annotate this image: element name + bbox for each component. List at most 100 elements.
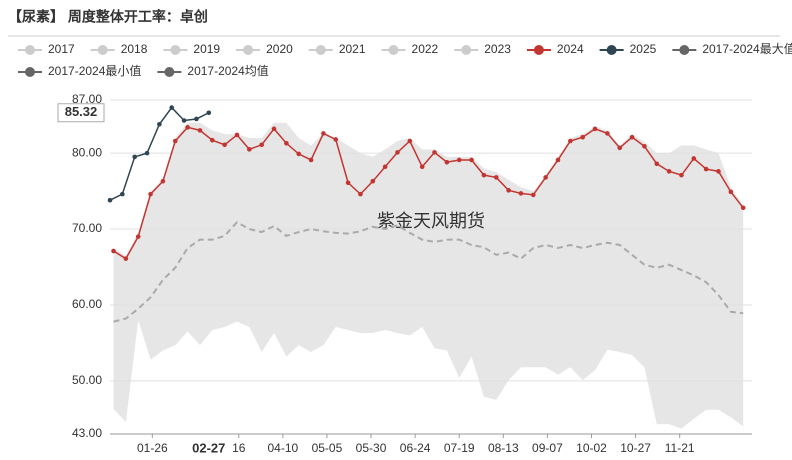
- data-point: [111, 248, 116, 254]
- x-tick-label: 09-07: [532, 441, 563, 455]
- data-point: [185, 125, 190, 130]
- data-point: [740, 205, 746, 211]
- legend-icon[interactable]: [461, 45, 472, 55]
- data-point: [197, 128, 203, 133]
- legend-label[interactable]: 2023: [484, 42, 511, 56]
- legend-label[interactable]: 2022: [412, 42, 439, 56]
- data-point: [157, 121, 162, 127]
- legend-icon[interactable]: [97, 45, 108, 55]
- axis-pointer-y-label: 85.32: [65, 104, 98, 119]
- data-point: [666, 169, 672, 174]
- axis-pointer-x-box: [188, 440, 229, 458]
- x-tick-label: 05-30: [356, 441, 387, 455]
- x-tick-label: 10-27: [620, 441, 651, 455]
- legend-icon[interactable]: [170, 45, 181, 55]
- data-point: [259, 142, 264, 148]
- legend-label[interactable]: 2017-2024均值: [187, 63, 268, 78]
- data-point: [493, 175, 499, 180]
- data-point: [181, 118, 187, 123]
- data-point: [358, 191, 363, 197]
- data-point: [308, 157, 314, 163]
- legend-label[interactable]: 2019: [193, 42, 220, 56]
- legend-icon[interactable]: [606, 45, 617, 55]
- data-point: [382, 164, 388, 170]
- data-point: [592, 126, 598, 132]
- range-area: [113, 320, 744, 434]
- legend-icon[interactable]: [533, 45, 544, 55]
- y-tick-label: 50.00: [72, 373, 102, 387]
- data-point: [568, 138, 573, 144]
- data-point: [629, 134, 635, 140]
- legend-label[interactable]: 2018: [121, 42, 148, 56]
- data-point: [271, 126, 277, 132]
- data-point: [654, 161, 660, 167]
- legend-label[interactable]: 2024: [557, 42, 584, 56]
- legend-label[interactable]: 2021: [339, 42, 366, 56]
- y-tick-label: 60.00: [72, 297, 102, 311]
- data-point: [120, 191, 125, 197]
- data-point: [206, 110, 212, 116]
- data-point: [617, 145, 623, 151]
- data-point: [555, 157, 561, 163]
- data-point: [716, 169, 721, 174]
- legend-label[interactable]: 2017: [48, 42, 75, 56]
- x-tick-label: 07-19: [444, 441, 475, 455]
- data-point: [703, 166, 709, 172]
- legend-label[interactable]: 2017-2024最小值: [48, 63, 141, 78]
- data-point: [148, 191, 153, 197]
- data-point: [284, 140, 289, 146]
- data-point: [444, 159, 450, 165]
- data-point: [194, 116, 199, 122]
- legend-icon[interactable]: [164, 67, 175, 77]
- data-point: [506, 188, 511, 193]
- data-point: [123, 256, 129, 261]
- x-tick-label: 11-21: [665, 441, 695, 455]
- data-point: [333, 137, 339, 142]
- x-tick-label: 06-24: [400, 441, 431, 455]
- chart-title: 【尿素】 周度整体开工率：卓创: [8, 9, 208, 25]
- legend-icon[interactable]: [315, 45, 326, 55]
- data-point: [160, 178, 166, 184]
- x-tick-label: 01-26: [137, 441, 168, 455]
- axis-pointer-box: [57, 103, 105, 123]
- data-point: [456, 157, 462, 163]
- data-point: [605, 131, 610, 136]
- legend-label[interactable]: 2017-2024最大值: [702, 41, 792, 56]
- x-tick-label: 04-10: [267, 441, 298, 455]
- legend-icon[interactable]: [388, 45, 399, 55]
- y-tick-label: 80.00: [72, 145, 102, 159]
- legend-icon[interactable]: [25, 45, 35, 55]
- data-point: [580, 134, 585, 140]
- data-point: [432, 150, 437, 155]
- data-point: [209, 137, 215, 143]
- data-point: [169, 105, 175, 110]
- legend-icon[interactable]: [243, 45, 254, 55]
- series-line: [113, 126, 744, 260]
- data-point: [395, 150, 400, 155]
- legend-icon[interactable]: [679, 45, 690, 55]
- data-point: [728, 189, 734, 195]
- watermark: 紫金天风期货: [377, 211, 485, 231]
- data-point: [172, 138, 178, 144]
- data-point: [345, 180, 351, 186]
- data-point: [691, 156, 697, 161]
- data-point: [296, 151, 302, 157]
- data-point: [481, 172, 487, 178]
- data-point: [543, 175, 548, 180]
- data-point: [321, 131, 326, 136]
- data-point: [144, 150, 150, 156]
- data-point: [419, 164, 425, 170]
- data-point: [107, 197, 113, 203]
- data-point: [234, 132, 240, 138]
- data-point: [132, 154, 137, 160]
- legend-label[interactable]: 2020: [266, 42, 293, 56]
- data-point: [518, 191, 524, 196]
- data-point: [247, 147, 252, 152]
- x-tick-label: 16: [232, 441, 246, 455]
- legend-label[interactable]: 2025: [630, 42, 657, 56]
- y-tick-label: 87.00: [72, 92, 102, 106]
- data-point: [407, 138, 413, 144]
- data-point: [679, 172, 684, 178]
- legend-icon[interactable]: [25, 67, 35, 77]
